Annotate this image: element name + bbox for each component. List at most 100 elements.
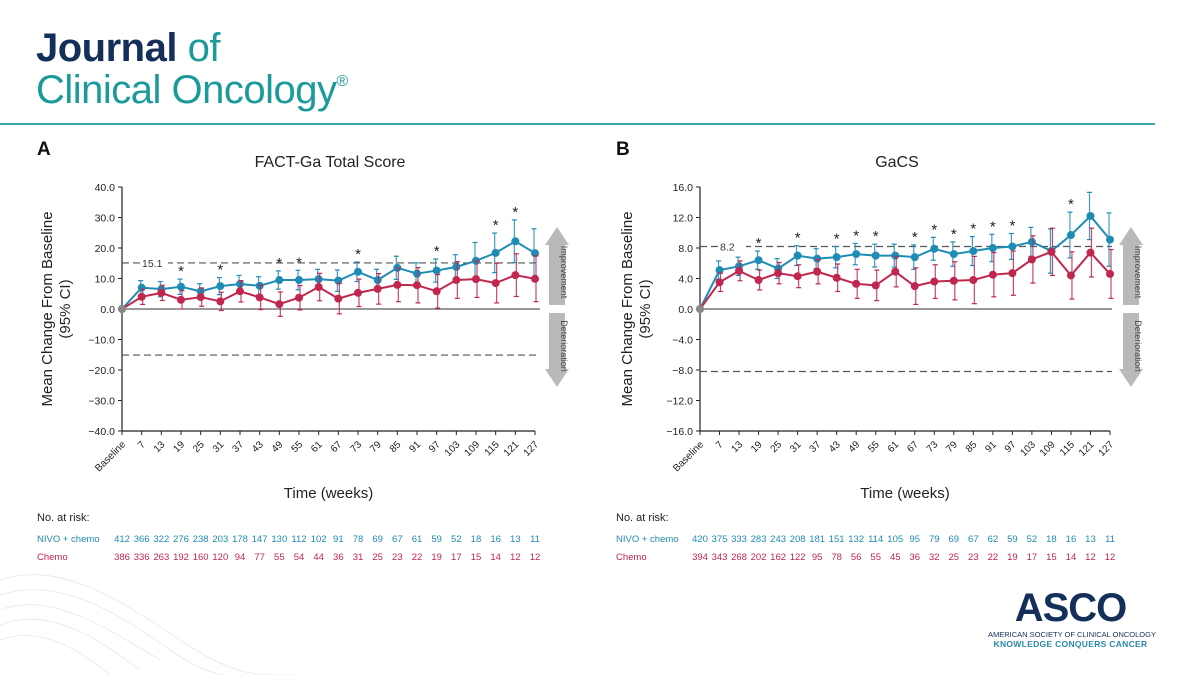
data-point bbox=[491, 279, 500, 288]
data-point bbox=[255, 281, 264, 290]
at-risk-count: 67 bbox=[968, 534, 979, 545]
data-point bbox=[1008, 242, 1017, 251]
data-point bbox=[891, 267, 900, 276]
at-risk-count: 15 bbox=[1046, 552, 1057, 563]
data-point bbox=[832, 253, 841, 262]
data-point bbox=[531, 274, 539, 283]
x-tick-label: 55 bbox=[289, 439, 305, 455]
x-tick-label: 103 bbox=[1018, 439, 1038, 459]
data-point bbox=[910, 282, 919, 291]
data-point bbox=[334, 294, 343, 303]
at-risk-count: 11 bbox=[1105, 534, 1115, 545]
deterioration-arrow-icon bbox=[545, 313, 569, 387]
x-tick-label: Baseline bbox=[93, 439, 128, 474]
chart-panel-a: A FACT-Ga Total Score Mean Change From Bas… bbox=[37, 139, 569, 563]
data-point bbox=[236, 287, 244, 296]
data-point bbox=[1047, 247, 1056, 256]
deterioration-label: Deterioration bbox=[559, 320, 569, 372]
significance-asterisk: * bbox=[217, 262, 223, 279]
y-tick-label: 40.0 bbox=[95, 182, 116, 194]
data-point bbox=[832, 273, 841, 282]
asco-society-name: AMERICAN SOCIETY OF CLINICAL ONCOLOGY bbox=[988, 630, 1156, 639]
x-tick-label: 67 bbox=[329, 439, 345, 455]
data-point bbox=[1008, 269, 1017, 278]
data-point bbox=[696, 305, 704, 313]
data-point bbox=[715, 278, 724, 287]
at-risk-heading: No. at risk: bbox=[616, 512, 669, 524]
panel-letter: B bbox=[616, 139, 630, 160]
at-risk-count: 17 bbox=[1027, 552, 1038, 563]
data-point bbox=[813, 254, 822, 263]
of-word: of bbox=[187, 26, 221, 70]
data-point bbox=[949, 250, 958, 259]
series-nivo-chemo bbox=[696, 191, 1114, 313]
x-tick-label: 61 bbox=[309, 439, 325, 455]
at-risk-count: 18 bbox=[1046, 534, 1057, 545]
x-tick-label: 31 bbox=[788, 439, 804, 455]
at-risk-count: 95 bbox=[812, 552, 823, 563]
data-point bbox=[1086, 248, 1095, 257]
x-tick-label: 37 bbox=[230, 439, 246, 455]
x-tick-label: 61 bbox=[886, 439, 902, 455]
reference-label-bg bbox=[718, 240, 746, 252]
at-risk-count: 36 bbox=[909, 552, 920, 563]
at-risk-count: 276 bbox=[173, 534, 189, 545]
at-risk-count: 343 bbox=[712, 552, 728, 563]
data-point bbox=[413, 281, 421, 290]
data-point bbox=[354, 288, 362, 297]
data-point bbox=[1066, 231, 1075, 240]
x-tick-label: 19 bbox=[171, 439, 187, 455]
x-tick-label: 127 bbox=[1097, 439, 1117, 459]
improvement-arrow-icon bbox=[545, 227, 569, 305]
y-tick-label: 16.0 bbox=[673, 182, 694, 194]
data-point bbox=[157, 288, 166, 297]
at-risk-count: 67 bbox=[392, 534, 403, 545]
data-point bbox=[137, 292, 146, 301]
data-point bbox=[452, 262, 461, 271]
at-risk-count: 14 bbox=[1066, 552, 1077, 563]
x-tick-label: 67 bbox=[905, 439, 921, 455]
data-point bbox=[531, 249, 539, 258]
at-risk-count: 16 bbox=[1066, 534, 1077, 545]
y-tick-label: 0.0 bbox=[678, 304, 693, 316]
at-risk-count: 132 bbox=[848, 534, 864, 545]
at-risk-count: 322 bbox=[153, 534, 169, 545]
at-risk-count: 130 bbox=[271, 534, 287, 545]
at-risk-count: 263 bbox=[153, 552, 169, 563]
at-risk-heading: No. at risk: bbox=[37, 512, 90, 524]
data-point bbox=[930, 244, 939, 253]
x-tick-label: 103 bbox=[443, 439, 463, 459]
significance-asterisk: * bbox=[990, 218, 996, 235]
data-point bbox=[891, 251, 900, 260]
at-risk-count: 178 bbox=[232, 534, 248, 545]
y-tick-label: −10.0 bbox=[88, 335, 115, 347]
significance-asterisk: * bbox=[912, 229, 918, 246]
at-risk-count: 78 bbox=[353, 534, 364, 545]
y-tick-label: 8.0 bbox=[678, 243, 693, 255]
data-point bbox=[236, 279, 244, 288]
x-tick-label: 25 bbox=[769, 439, 785, 455]
deterioration-arrow-icon bbox=[1119, 313, 1143, 387]
at-risk-count: 208 bbox=[790, 534, 806, 545]
significance-asterisk: * bbox=[970, 221, 976, 238]
data-point bbox=[511, 271, 520, 280]
at-risk-count: 25 bbox=[372, 552, 383, 563]
panel-letter: A bbox=[37, 139, 51, 160]
at-risk-count: 78 bbox=[831, 552, 842, 563]
at-risk-count: 192 bbox=[173, 552, 189, 563]
x-tick-label: 121 bbox=[1077, 439, 1097, 459]
data-point bbox=[432, 266, 441, 275]
y-tick-label: 30.0 bbox=[95, 213, 116, 225]
significance-asterisk: * bbox=[756, 235, 762, 252]
data-point bbox=[216, 297, 225, 306]
at-risk-count: 243 bbox=[770, 534, 786, 545]
header-divider bbox=[0, 123, 1155, 125]
data-point bbox=[1066, 271, 1075, 280]
data-point bbox=[754, 256, 763, 265]
journal-logo-line2: Clinical Oncology® bbox=[36, 70, 348, 110]
at-risk-count: 394 bbox=[692, 552, 708, 563]
at-risk-count: 52 bbox=[451, 534, 462, 545]
data-point bbox=[969, 276, 978, 285]
data-point bbox=[295, 293, 303, 302]
